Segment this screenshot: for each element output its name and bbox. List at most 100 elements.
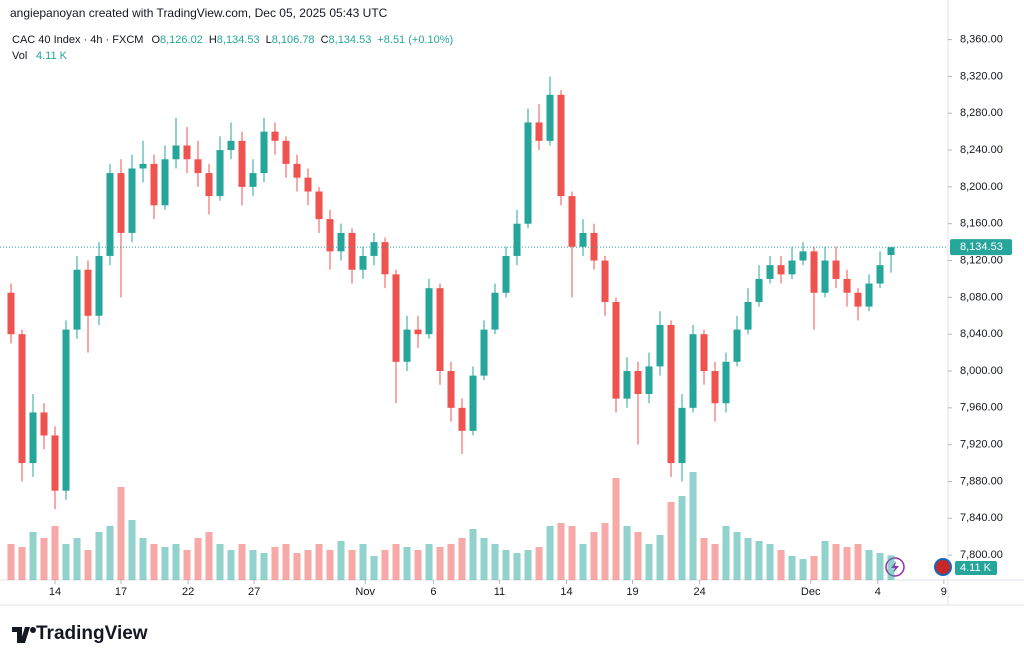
x-tick-label: 19 [626,586,638,598]
volume-bar [370,556,378,580]
candle-body [282,140,290,164]
candle-body [414,329,422,335]
volume-bar [843,547,851,580]
y-tick-label: 8,040.00 [960,328,1003,340]
candle-body [711,371,719,404]
volume-bar [854,544,862,580]
candle-body [194,159,202,174]
volume-bar [524,550,532,580]
volume-bar [304,550,312,580]
candle-body [612,301,620,399]
legend: CAC 40 Index · 4h · FXCM O8,126.02 H8,134.… [12,34,453,46]
volume-bar [689,472,697,580]
x-tick-label: 4 [875,586,881,598]
candle-body [117,173,125,233]
candle-body [689,334,697,408]
volume-bar [139,538,147,580]
volume-bar [216,544,224,580]
volume-bar [502,550,510,580]
candle-body [634,371,642,395]
volume-bar [436,547,444,580]
y-tick-label: 8,360.00 [960,33,1003,45]
candle-body [84,269,92,316]
y-tick-label: 8,160.00 [960,218,1003,230]
candle-body [854,292,862,307]
y-tick-label: 7,880.00 [960,475,1003,487]
candle-body [755,278,763,302]
x-tick-label: 22 [182,586,194,598]
candle-body [227,140,235,151]
candle-body [7,292,15,335]
last-price-label: 8,134.53 [960,241,1003,253]
candle-body [766,265,774,279]
candle-body [62,329,70,491]
volume-bar [425,544,433,580]
candle-body [843,278,851,293]
candle-body [161,159,169,206]
candle-body [722,361,730,404]
volume-bar [128,520,136,580]
candle-body [876,265,884,284]
candle-body [865,283,873,307]
y-tick-label: 8,080.00 [960,291,1003,303]
ohlc-letter: C [321,34,329,46]
candle-body [326,219,334,252]
candle-body [491,292,499,330]
ohlc-value: 8,106.78 [272,34,315,46]
candle-body [744,301,752,330]
event-icon-bolt [891,561,899,573]
y-tick-label: 8,200.00 [960,181,1003,193]
volume-bar [579,544,587,580]
volume-bar [84,550,92,580]
volume-bar [194,538,202,580]
volume-bar [546,526,554,580]
x-tick-label: Nov [355,586,375,598]
volume-bar [887,555,895,580]
candle-body [546,94,554,141]
x-tick-label: 27 [248,586,260,598]
candle-body [832,260,840,279]
candle-body [359,255,367,270]
volume-bar [51,526,59,580]
volume-bar [469,529,477,580]
change: +8.51 (+0.10%) [377,34,453,46]
candle-body [810,251,818,293]
x-tick-label: 9 [941,586,947,598]
candle-body [887,247,895,255]
volume-bar [414,550,422,580]
y-tick-label: 8,120.00 [960,254,1003,266]
volume-bar [282,544,290,580]
candle-body [458,407,466,431]
flag-icon[interactable] [934,558,952,576]
candle-body [656,324,664,367]
candle-body [524,122,532,224]
ohlc-letter: L [266,34,272,46]
candle-body [150,163,158,206]
volume-bar [744,538,752,580]
volume-bar [161,547,169,580]
volume-bar [766,544,774,580]
volume-bar [359,544,367,580]
x-tick-label: 6 [430,586,436,598]
candle-body [700,334,708,372]
volume-bar [238,544,246,580]
volume-bar [799,559,807,580]
candle-body [513,223,521,256]
volume-bar [634,532,642,580]
volume-bar [260,553,268,580]
candle-body [645,366,653,395]
y-tick-label: 7,800.00 [960,549,1003,561]
volume-bar [183,550,191,580]
candle-body [425,288,433,335]
x-tick-label: 11 [494,586,505,598]
x-tick-label: 14 [560,586,572,598]
candle-body [260,131,268,174]
candle-body [337,232,345,252]
candle-body [788,260,796,275]
volume-bar [700,538,708,580]
volume-bar [876,553,884,580]
candle-body [403,329,411,362]
volume-bar [722,526,730,580]
candle-body [579,232,587,247]
volume-bar [590,532,598,580]
